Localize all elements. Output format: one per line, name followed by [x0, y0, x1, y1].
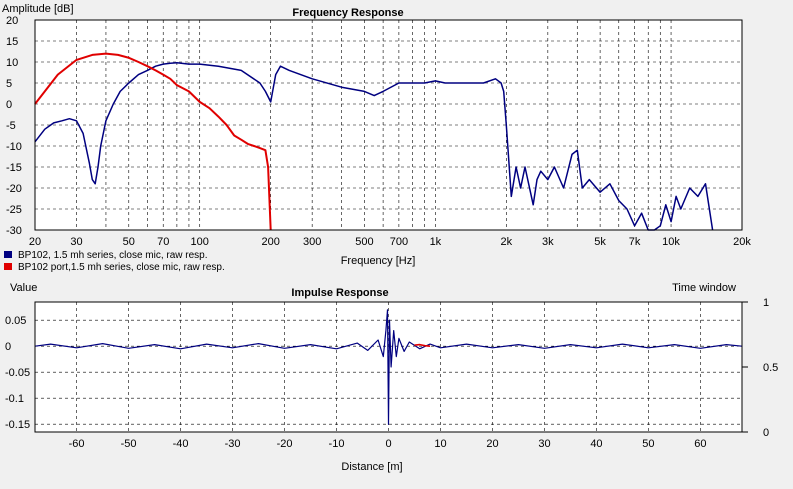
x-tick-label: 100 — [191, 236, 209, 248]
y-tick-label: -25 — [6, 204, 22, 216]
impulse-response-grid — [35, 302, 742, 432]
x-tick-label: -30 — [225, 438, 241, 450]
frequency-axis-label: Frequency [Hz] — [341, 255, 416, 267]
y-tick-label: -15 — [6, 162, 22, 174]
distance-x-tick-labels: -60 -50 -40 -30 -20 -10 0 10 20 30 40 50 60 — [69, 438, 707, 450]
impulse-response-title: Impulse Response — [291, 287, 388, 299]
y-tick-label: 0 — [6, 99, 12, 111]
y-tick-label: 15 — [6, 36, 18, 48]
y-tick-label: -0.1 — [5, 393, 24, 405]
x-tick-label: -20 — [277, 438, 293, 450]
x-tick-label: 700 — [390, 236, 408, 248]
x-tick-label: -10 — [329, 438, 345, 450]
x-tick-label: 50 — [123, 236, 135, 248]
frequency-response-grid — [35, 20, 742, 230]
amplitude-axis-label: Amplitude [dB] — [2, 3, 74, 15]
x-tick-label: 5k — [594, 236, 606, 248]
y-tick-label: 0 — [5, 341, 11, 353]
y-tick-label: -30 — [6, 225, 22, 237]
x-tick-label: 2k — [501, 236, 513, 248]
x-tick-label: 10 — [434, 438, 446, 450]
value-y-tick-labels: 0.05 0 -0.05 -0.1 -0.15 — [5, 315, 30, 431]
x-tick-label: 40 — [590, 438, 602, 450]
time-window-axis-label: Time window — [672, 282, 736, 294]
y-tick-label: 5 — [6, 78, 12, 90]
x-tick-label: 10k — [662, 236, 680, 248]
x-tick-label: 500 — [355, 236, 373, 248]
frequency-response-frame — [34, 19, 743, 231]
value-axis-label: Value — [10, 282, 37, 294]
y-tick-label: -0.05 — [5, 367, 30, 379]
x-tick-label: 50 — [642, 438, 654, 450]
frequency-x-tick-labels: 20 30 50 70 100 200 300 500 700 1k 2k 3k 5k 7k 10k 20k — [29, 236, 751, 248]
x-tick-label: 30 — [538, 438, 550, 450]
y-tick-label: 20 — [6, 15, 18, 27]
y2-tick-label: 1 — [763, 297, 769, 309]
y-tick-label: -5 — [6, 120, 16, 132]
y2-tick-label: 0 — [763, 427, 769, 439]
y2-tick-label: 0.5 — [763, 362, 778, 374]
frequency-response-series — [34, 52, 714, 231]
x-tick-label: 70 — [157, 236, 169, 248]
amplitude-y-tick-labels: 20 15 10 5 0 -5 -10 -15 -20 -25 -30 — [6, 15, 22, 237]
impulse-response-series — [34, 309, 743, 425]
time-window-tick-labels: 10.50 — [742, 297, 778, 439]
frequency-response-title: Frequency Response — [292, 7, 403, 19]
x-tick-label: 30 — [70, 236, 82, 248]
x-tick-label: 3k — [542, 236, 554, 248]
legend: BP102, 1.5 mh series, close mic, raw res… — [4, 250, 225, 273]
x-tick-label: 20 — [29, 236, 41, 248]
distance-axis-label: Distance [m] — [341, 461, 402, 473]
x-tick-label: 60 — [694, 438, 706, 450]
x-tick-label: 20k — [733, 236, 751, 248]
x-tick-label: 1k — [430, 236, 442, 248]
port-response-line — [34, 52, 272, 231]
y-tick-label: -20 — [6, 183, 22, 195]
driver-response-line — [34, 62, 714, 231]
legend-label: BP102, 1.5 mh series, close mic, raw res… — [18, 250, 208, 261]
frequency-response-plot: 20 30 50 70 100 200 300 500 700 1k 2k 3k 5k 7k 10k 20k … — [2, 3, 751, 273]
x-tick-label: 7k — [629, 236, 641, 248]
legend-label: BP102 port,1.5 mh series, close mic, raw… — [18, 262, 225, 273]
y-tick-label: -0.15 — [5, 419, 30, 431]
x-tick-label: -40 — [173, 438, 189, 450]
x-tick-label: -50 — [121, 438, 137, 450]
x-tick-label: 300 — [303, 236, 321, 248]
x-tick-label: 200 — [261, 236, 279, 248]
x-tick-label: -60 — [69, 438, 85, 450]
legend-swatch — [4, 251, 12, 258]
y-tick-label: -10 — [6, 141, 22, 153]
impulse-response-plot: -60 -50 -40 -30 -20 -10 0 10 20 30 40 50 60 0.050-0.… — [5, 282, 778, 473]
legend-swatch — [4, 263, 12, 270]
x-tick-label: 20 — [486, 438, 498, 450]
y-tick-label: 0.05 — [5, 315, 26, 327]
impulse-line — [34, 309, 743, 425]
port-impulse-line — [414, 343, 431, 347]
x-tick-label: 0 — [385, 438, 391, 450]
y-tick-label: 10 — [6, 57, 18, 69]
